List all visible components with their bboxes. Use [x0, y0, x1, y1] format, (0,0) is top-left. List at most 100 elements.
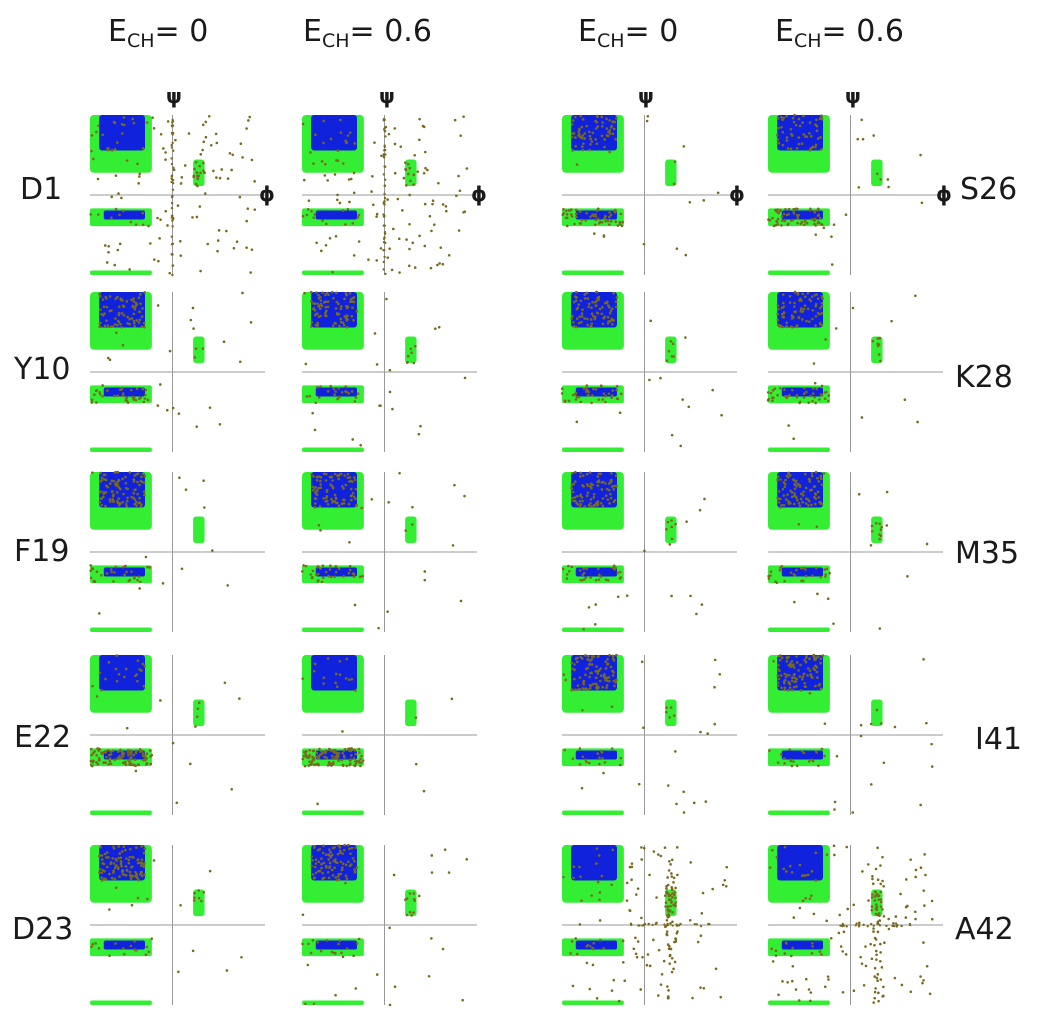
- sample-point: [343, 843, 346, 847]
- sample-point: [375, 215, 378, 218]
- sample-point: [337, 386, 340, 390]
- sample-point: [823, 397, 827, 400]
- sample-point: [789, 502, 792, 505]
- sample-point: [797, 142, 801, 146]
- sample-point: [133, 575, 136, 579]
- sample-point: [104, 751, 108, 754]
- sample-point: [333, 846, 336, 849]
- sample-point: [700, 603, 704, 606]
- sample-point: [113, 877, 117, 881]
- sample-point: [608, 502, 611, 505]
- sample-point: [774, 954, 778, 957]
- sample-point: [810, 472, 814, 475]
- sample-point: [820, 148, 823, 151]
- panel-s26-col3: [561, 114, 737, 275]
- sample-point: [422, 171, 426, 175]
- sample-point: [350, 677, 354, 681]
- sample-point: [214, 132, 218, 136]
- sample-point: [324, 479, 328, 482]
- sample-point: [606, 657, 609, 661]
- sample-point: [309, 151, 312, 154]
- sample-point: [612, 679, 616, 683]
- sample-point: [101, 752, 104, 755]
- sample-point: [893, 725, 897, 729]
- sample-point: [102, 478, 106, 481]
- sample-point: [828, 571, 831, 575]
- sample-point: [829, 936, 833, 940]
- sample-point: [811, 145, 815, 149]
- sample-point: [776, 138, 780, 141]
- sample-point: [800, 567, 803, 570]
- sample-point: [780, 312, 784, 316]
- sample-point: [324, 749, 328, 753]
- sample-point: [807, 504, 810, 507]
- sample-point: [792, 207, 795, 211]
- sample-point: [574, 208, 578, 212]
- sample-point: [329, 850, 333, 854]
- sample-point: [375, 212, 379, 216]
- sample-point: [408, 166, 412, 170]
- sample-point: [312, 216, 316, 219]
- phi-axis-label-2: ϕ: [471, 182, 487, 206]
- sample-point: [787, 680, 790, 684]
- sample-point: [596, 209, 599, 212]
- sample-point: [100, 688, 103, 692]
- sample-point: [669, 904, 672, 908]
- sample-point: [193, 167, 196, 171]
- sample-point: [768, 866, 772, 869]
- phi-axis-label-4: ϕ: [936, 182, 952, 206]
- sample-point: [588, 148, 592, 152]
- sample-point: [795, 394, 799, 397]
- sample-point: [317, 315, 321, 319]
- sample-point: [145, 752, 149, 755]
- sample-point: [201, 123, 205, 127]
- sample-point: [616, 224, 620, 227]
- sample-point: [139, 749, 142, 753]
- sample-point: [816, 137, 820, 140]
- sample-point: [117, 313, 121, 317]
- sample-point: [107, 856, 110, 859]
- sample-point: [318, 505, 322, 508]
- sample-point: [310, 760, 314, 763]
- sample-point: [171, 264, 175, 267]
- sample-point: [869, 544, 873, 547]
- sample-point: [382, 213, 385, 216]
- sample-point: [615, 678, 618, 682]
- sample-point: [131, 874, 134, 878]
- sample-point: [345, 314, 348, 317]
- sample-point: [170, 235, 174, 238]
- sample-point: [407, 264, 411, 268]
- sample-point: [129, 944, 133, 948]
- sample-point: [108, 759, 112, 763]
- sample-point: [99, 845, 102, 849]
- sample-point: [215, 176, 218, 179]
- sample-point: [782, 494, 786, 497]
- sample-point: [108, 498, 112, 501]
- sample-point: [876, 973, 880, 976]
- sample-point: [112, 845, 115, 849]
- sample-point: [881, 908, 884, 911]
- sample-point: [781, 118, 784, 122]
- sample-point: [667, 947, 671, 951]
- sample-point: [800, 579, 803, 583]
- sample-point: [776, 674, 780, 677]
- sample-point: [144, 756, 147, 760]
- sample-point: [780, 503, 783, 507]
- sample-point: [776, 496, 779, 500]
- sample-point: [596, 684, 599, 688]
- sample-point: [667, 915, 671, 918]
- sample-point: [575, 317, 579, 320]
- sample-point: [97, 124, 100, 127]
- sample-point: [619, 212, 623, 216]
- sample-point: [793, 305, 796, 308]
- sample-point: [225, 969, 229, 972]
- sample-point: [463, 494, 466, 498]
- sample-point: [573, 295, 577, 299]
- sample-point: [310, 299, 313, 303]
- sample-point: [654, 922, 658, 926]
- sample-point: [873, 936, 877, 940]
- sample-point: [577, 395, 581, 399]
- sample-point: [877, 898, 881, 901]
- sample-point: [588, 662, 591, 666]
- sample-point: [614, 220, 618, 224]
